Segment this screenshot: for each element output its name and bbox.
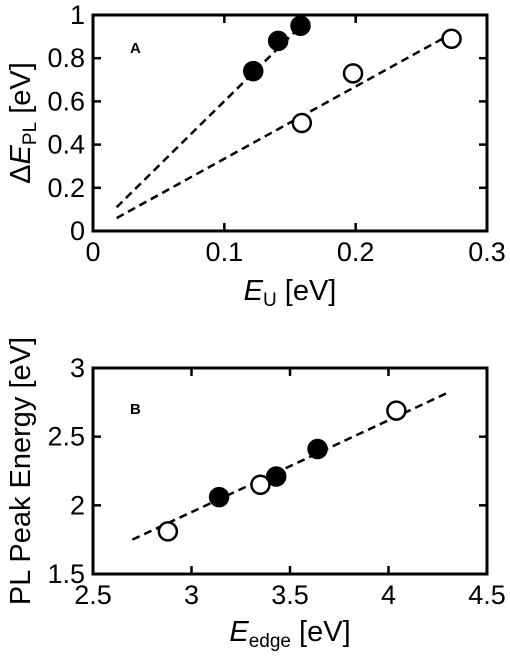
- panel-b: 2.5 3 3.5 4 4.5 1.5 2 2.5 3 B Eedge [eV] PL Pea…: [5, 337, 506, 652]
- panel-b-x-tick-label-5: 4.5: [468, 580, 506, 610]
- panel-b-x-tick-label-3: 3.5: [271, 580, 309, 610]
- panel-a-y-tick-label-6: 1: [70, 0, 85, 30]
- panel-a-fit-lines: [115, 22, 455, 220]
- panel-b-frame: [91, 366, 489, 576]
- panel-a-fit-line-1: [115, 22, 305, 209]
- panel-a-x-tick-label-2: 0.1: [206, 237, 244, 267]
- panel-a-y-axis-label: ΔEPL [eV]: [5, 62, 41, 184]
- panel-a-x-axis-label: EU [eV]: [244, 275, 337, 311]
- panel-b-y-tick-label-1: 1.5: [47, 559, 85, 589]
- panel-a-y-ticks: 0 0.2 0.4 0.6 0.8 1: [47, 0, 487, 246]
- panel-a-filled-point-2: [267, 30, 289, 52]
- panel-b-x-ticks: 2.5 3 3.5 4 4.5: [74, 368, 506, 610]
- panel-a-y-tick-label-5: 0.8: [47, 43, 85, 73]
- panel-b-y-tick-label-4: 3: [70, 353, 85, 383]
- panel-b-x-tick-label-4: 4: [381, 580, 396, 610]
- panel-a-y-tick-label-1: 0: [70, 216, 85, 246]
- panel-a-filled-point-1: [242, 60, 264, 82]
- panel-b-x-tick-label-1: 2.5: [74, 580, 112, 610]
- panel-b-x-tick-label-2: 3: [184, 580, 199, 610]
- panel-a-x-tick-label-4: 0.3: [468, 237, 506, 267]
- panel-a-open-point-2: [342, 63, 364, 84]
- panel-b-x-axis-label: Eedge [eV]: [229, 616, 350, 652]
- panel-a-label: A: [130, 40, 141, 57]
- panel-a-y-tick-label-3: 0.4: [47, 130, 85, 160]
- panel-a-open-point-3: [441, 28, 462, 50]
- panel-a-points: [242, 15, 462, 134]
- panel-b-y-axis-label: PL Peak Energy [eV]: [5, 337, 37, 605]
- panel-b-open-point-1: [157, 521, 179, 542]
- panel-b-y-ticks: 1.5 2 2.5 3: [47, 353, 487, 589]
- panel-b-points: [157, 400, 407, 542]
- panel-a-frame: [91, 13, 489, 233]
- panel-b-open-point-2: [250, 474, 271, 495]
- panel-b-filled-point-2: [265, 466, 287, 487]
- panel-a-y-tick-label-4: 0.6: [47, 86, 85, 116]
- panel-a-x-ticks: 0 0.1 0.2 0.3: [85, 15, 506, 267]
- panel-b-filled-point-1: [208, 486, 230, 508]
- panel-b-open-point-3: [386, 400, 407, 421]
- panel-b-label: B: [130, 401, 141, 418]
- panel-a-y-tick-label-2: 0.2: [47, 173, 85, 203]
- panel-a-filled-point-3: [290, 15, 311, 37]
- panel-b-filled-point-3: [307, 438, 328, 460]
- panel-a-fit-line-2: [116, 31, 455, 220]
- panel-a: 0 0.1 0.2 0.3 0 0.2 0.4 0.6 0.8 1 A EU [eV] ΔEPL…: [5, 0, 506, 311]
- panel-a-x-tick-label-3: 0.2: [337, 237, 375, 267]
- panel-b-y-tick-label-3: 2.5: [47, 422, 85, 452]
- panel-b-y-tick-label-2: 2: [70, 490, 85, 520]
- panel-a-x-tick-label-1: 0: [85, 237, 100, 267]
- panel-a-open-point-1: [291, 112, 313, 134]
